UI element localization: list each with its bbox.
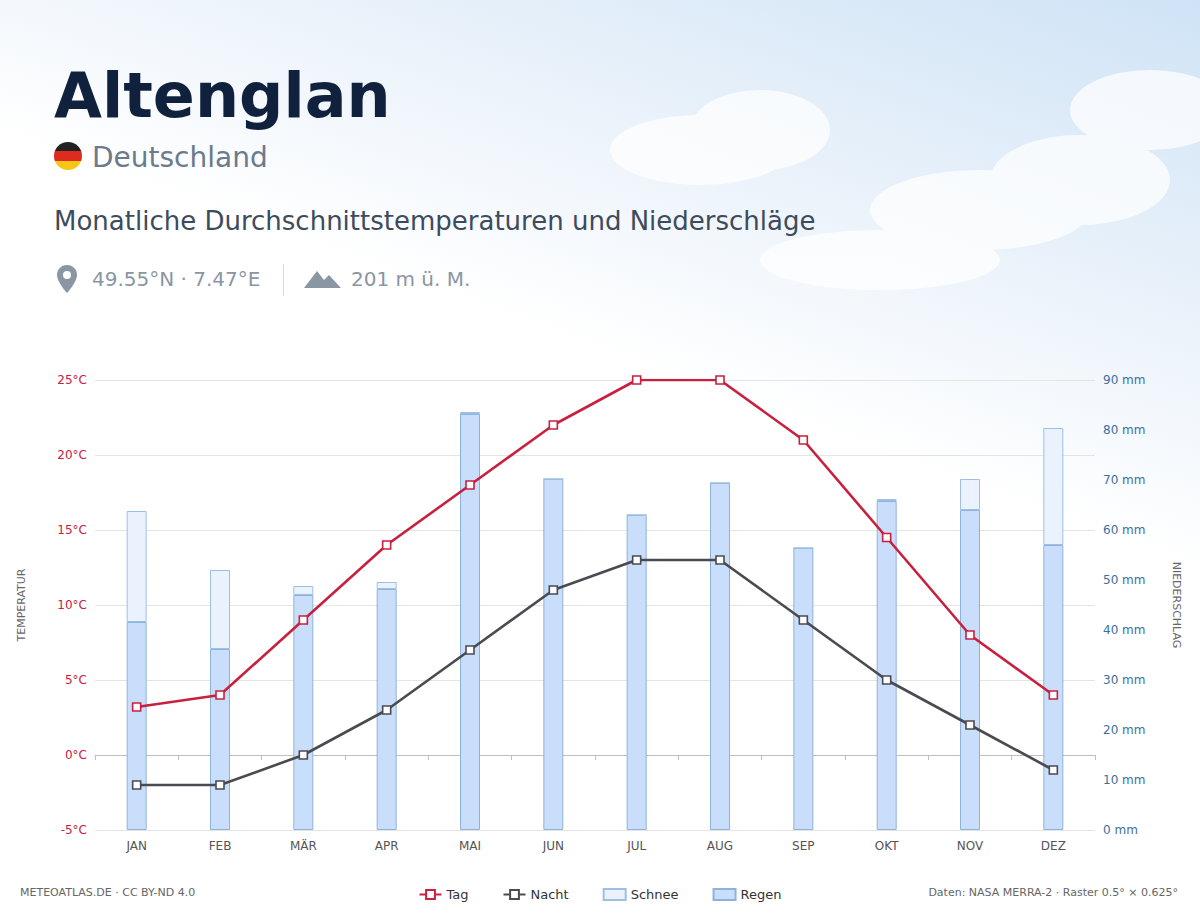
svg-text:Tag: Tag	[446, 887, 469, 902]
svg-text:20 mm: 20 mm	[1103, 723, 1145, 737]
svg-text:MAI: MAI	[459, 839, 481, 853]
svg-text:50 mm: 50 mm	[1103, 573, 1145, 587]
svg-text:5°C: 5°C	[65, 673, 87, 687]
svg-text:25°C: 25°C	[57, 373, 87, 387]
svg-text:NIEDERSCHLAG: NIEDERSCHLAG	[1170, 562, 1183, 649]
svg-text:DEZ: DEZ	[1041, 839, 1066, 853]
svg-text:0°C: 0°C	[65, 748, 87, 762]
svg-text:AUG: AUG	[707, 839, 733, 853]
svg-text:JUL: JUL	[626, 839, 646, 853]
svg-text:40 mm: 40 mm	[1103, 623, 1145, 637]
svg-text:30 mm: 30 mm	[1103, 673, 1145, 687]
svg-text:10 mm: 10 mm	[1103, 773, 1145, 787]
svg-text:60 mm: 60 mm	[1103, 523, 1145, 537]
svg-text:15°C: 15°C	[57, 523, 87, 537]
svg-text:Regen: Regen	[741, 887, 782, 902]
html-text:Monatliche Durchschnittstemper: Monatliche Durchschnittstemperaturen und…	[54, 206, 816, 236]
svg-text:SEP: SEP	[792, 839, 814, 853]
svg-text:90 mm: 90 mm	[1103, 373, 1145, 387]
html-text:201 m ü. M.: 201 m ü. M.	[351, 267, 471, 291]
svg-text:NOV: NOV	[957, 839, 984, 853]
html-text:Deutschland: Deutschland	[92, 141, 268, 174]
html-text:Altenglan: Altenglan	[54, 59, 391, 132]
svg-text:10°C: 10°C	[57, 598, 87, 612]
svg-text:0 mm: 0 mm	[1103, 823, 1138, 837]
html-text:METEOATLAS.DE · CC BY-ND 4.0: METEOATLAS.DE · CC BY-ND 4.0	[20, 886, 196, 899]
svg-text:JAN: JAN	[125, 839, 147, 853]
svg-text:-5°C: -5°C	[61, 823, 87, 837]
svg-text:Schnee: Schnee	[631, 887, 679, 902]
html-text:Daten: NASA MERRA-2 · Raster 0: Daten: NASA MERRA-2 · Raster 0.5° × 0.62…	[928, 886, 1178, 899]
svg-text:MÄR: MÄR	[290, 838, 317, 853]
svg-text:20°C: 20°C	[57, 448, 87, 462]
svg-text:Nacht: Nacht	[531, 887, 569, 902]
svg-text:80 mm: 80 mm	[1103, 423, 1145, 437]
svg-text:TEMPERATUR: TEMPERATUR	[15, 568, 28, 642]
html-text:49.55°N · 7.47°E: 49.55°N · 7.47°E	[92, 267, 261, 291]
svg-text:OKT: OKT	[875, 839, 899, 853]
svg-text:FEB: FEB	[209, 839, 232, 853]
svg-text:APR: APR	[375, 839, 399, 853]
svg-text:70 mm: 70 mm	[1103, 473, 1145, 487]
svg-text:JUN: JUN	[542, 839, 564, 853]
